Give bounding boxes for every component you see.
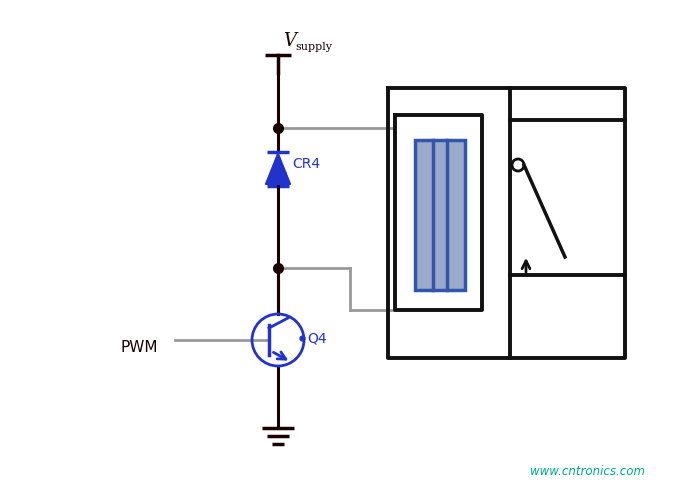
Text: Q4: Q4 (307, 331, 327, 345)
Text: www.cntronics.com: www.cntronics.com (530, 465, 645, 478)
Text: supply: supply (295, 42, 332, 52)
Text: V: V (283, 32, 296, 50)
Text: PWM: PWM (120, 340, 158, 354)
Polygon shape (266, 154, 290, 184)
Bar (415, 140, 465, 290)
Text: CR4: CR4 (292, 157, 320, 171)
